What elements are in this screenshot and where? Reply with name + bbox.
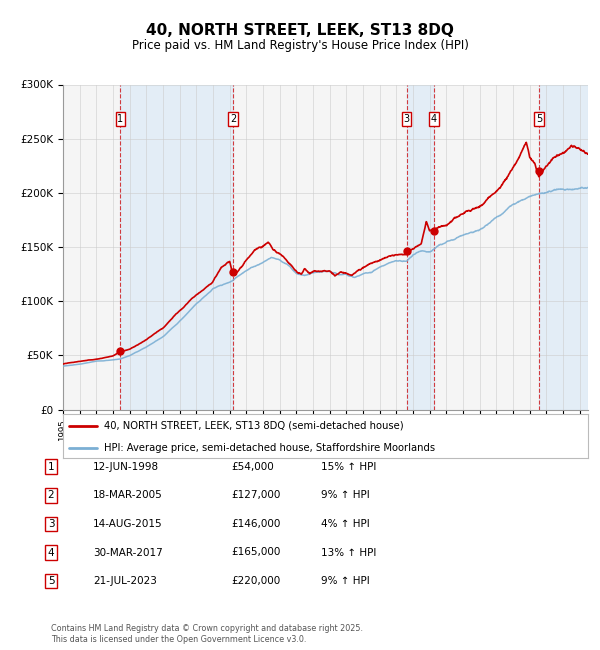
- Text: 40, NORTH STREET, LEEK, ST13 8DQ: 40, NORTH STREET, LEEK, ST13 8DQ: [146, 23, 454, 38]
- Text: 18-MAR-2005: 18-MAR-2005: [93, 490, 163, 501]
- Text: 5: 5: [47, 576, 55, 586]
- Text: £220,000: £220,000: [231, 576, 280, 586]
- Text: £146,000: £146,000: [231, 519, 280, 529]
- Text: 4% ↑ HPI: 4% ↑ HPI: [321, 519, 370, 529]
- Text: 3: 3: [47, 519, 55, 529]
- Text: 1: 1: [47, 462, 55, 472]
- Text: 13% ↑ HPI: 13% ↑ HPI: [321, 547, 376, 558]
- Text: 15% ↑ HPI: 15% ↑ HPI: [321, 462, 376, 472]
- Text: 3: 3: [404, 114, 410, 124]
- Bar: [407, 84, 434, 410]
- Bar: [121, 84, 233, 410]
- Text: 14-AUG-2015: 14-AUG-2015: [93, 519, 163, 529]
- Text: 12-JUN-1998: 12-JUN-1998: [93, 462, 159, 472]
- Text: £165,000: £165,000: [231, 547, 280, 558]
- Text: 9% ↑ HPI: 9% ↑ HPI: [321, 490, 370, 501]
- Text: £127,000: £127,000: [231, 490, 280, 501]
- Text: 5: 5: [536, 114, 542, 124]
- Text: 30-MAR-2017: 30-MAR-2017: [93, 547, 163, 558]
- Text: 2: 2: [230, 114, 236, 124]
- Text: HPI: Average price, semi-detached house, Staffordshire Moorlands: HPI: Average price, semi-detached house,…: [104, 443, 435, 452]
- Text: £54,000: £54,000: [231, 462, 274, 472]
- Text: Price paid vs. HM Land Registry's House Price Index (HPI): Price paid vs. HM Land Registry's House …: [131, 39, 469, 52]
- Text: 21-JUL-2023: 21-JUL-2023: [93, 576, 157, 586]
- Bar: [539, 84, 588, 410]
- Text: 4: 4: [431, 114, 437, 124]
- Text: 40, NORTH STREET, LEEK, ST13 8DQ (semi-detached house): 40, NORTH STREET, LEEK, ST13 8DQ (semi-d…: [104, 421, 404, 430]
- Text: 2: 2: [47, 490, 55, 501]
- Text: Contains HM Land Registry data © Crown copyright and database right 2025.
This d: Contains HM Land Registry data © Crown c…: [51, 624, 363, 644]
- Bar: [539, 84, 588, 410]
- Text: 1: 1: [118, 114, 124, 124]
- Text: 4: 4: [47, 547, 55, 558]
- Text: 9% ↑ HPI: 9% ↑ HPI: [321, 576, 370, 586]
